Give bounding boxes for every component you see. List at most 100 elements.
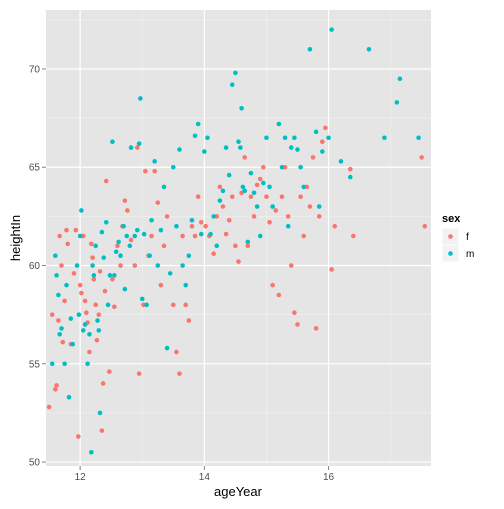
point-f (313, 326, 319, 331)
point-m (326, 135, 331, 141)
point-f (242, 155, 248, 160)
point-m (95, 318, 100, 323)
point-m (270, 204, 275, 209)
point-f (115, 243, 120, 249)
legend-dot-m (448, 251, 453, 256)
point-f (100, 381, 106, 386)
point-f (96, 312, 102, 317)
point-f (57, 233, 62, 239)
point-m (347, 174, 353, 180)
point-f (351, 233, 356, 239)
point-m (90, 263, 95, 268)
point-m (223, 145, 229, 150)
point-m (240, 184, 246, 190)
point-f (110, 276, 115, 282)
point-f (248, 194, 254, 200)
point-m (59, 326, 64, 331)
point-f (186, 318, 192, 323)
point-f (89, 241, 94, 247)
point-f (422, 223, 428, 229)
point-f (112, 304, 117, 310)
point-m (251, 190, 257, 196)
point-f (118, 263, 123, 268)
point-f (97, 269, 103, 274)
point-f (152, 168, 157, 174)
point-m (329, 27, 334, 32)
point-m (103, 219, 109, 225)
point-f (292, 310, 297, 315)
point-m (122, 286, 128, 292)
point-m (132, 233, 138, 239)
point-f (90, 255, 95, 260)
point-m (183, 282, 189, 288)
point-f (261, 164, 266, 170)
x-tick-label: 12 (75, 472, 87, 483)
x-axis-title: ageYear (214, 484, 263, 499)
point-f (53, 387, 58, 392)
point-m (116, 239, 121, 245)
point-f (87, 349, 92, 355)
y-tick-label: 50 (29, 458, 41, 469)
point-m (198, 231, 204, 237)
plot-panel (46, 10, 431, 466)
point-f (285, 214, 291, 219)
point-m (64, 282, 69, 288)
point-f (143, 168, 148, 174)
point-m (236, 139, 241, 144)
point-m (208, 231, 213, 237)
point-m (76, 312, 82, 317)
y-axis: 50 55 60 65 70 (29, 64, 46, 469)
point-f (170, 302, 176, 308)
point-f (64, 227, 69, 233)
point-m (211, 214, 216, 219)
point-f (174, 349, 179, 355)
point-m (161, 184, 167, 190)
point-m (82, 322, 88, 327)
point-m (127, 243, 133, 249)
point-f (301, 233, 307, 239)
point-m (301, 184, 307, 190)
point-f (316, 214, 322, 219)
point-m (316, 204, 322, 209)
point-m (295, 147, 300, 152)
point-f (59, 263, 64, 268)
point-m (202, 149, 207, 154)
point-m (79, 208, 84, 213)
point-m (192, 133, 198, 139)
point-m (158, 227, 164, 233)
legend: sex f m (441, 213, 474, 263)
point-m (53, 253, 58, 258)
point-f (273, 208, 279, 213)
point-f (164, 214, 170, 219)
point-f (332, 223, 338, 229)
point-m (338, 159, 344, 164)
point-f (79, 290, 84, 296)
point-m (105, 302, 111, 308)
point-f (295, 322, 300, 327)
point-f (233, 243, 238, 249)
point-f (254, 182, 260, 188)
point-f (82, 298, 88, 304)
point-m (382, 135, 387, 141)
point-f (103, 178, 109, 184)
point-f (158, 282, 164, 288)
point-m (214, 243, 220, 249)
y-tick-label: 65 (29, 163, 41, 174)
point-m (139, 296, 145, 302)
point-m (226, 172, 232, 178)
point-m (242, 188, 248, 194)
point-m (96, 328, 102, 333)
point-m (128, 145, 134, 150)
point-f (276, 292, 282, 298)
point-m (138, 96, 143, 101)
point-f (56, 318, 61, 323)
point-m (288, 145, 294, 150)
point-m (134, 227, 140, 233)
point-m (99, 229, 105, 235)
point-m (124, 233, 130, 239)
point-f (217, 184, 223, 190)
point-m (112, 273, 117, 278)
point-m (276, 121, 282, 127)
point-m (144, 302, 149, 308)
